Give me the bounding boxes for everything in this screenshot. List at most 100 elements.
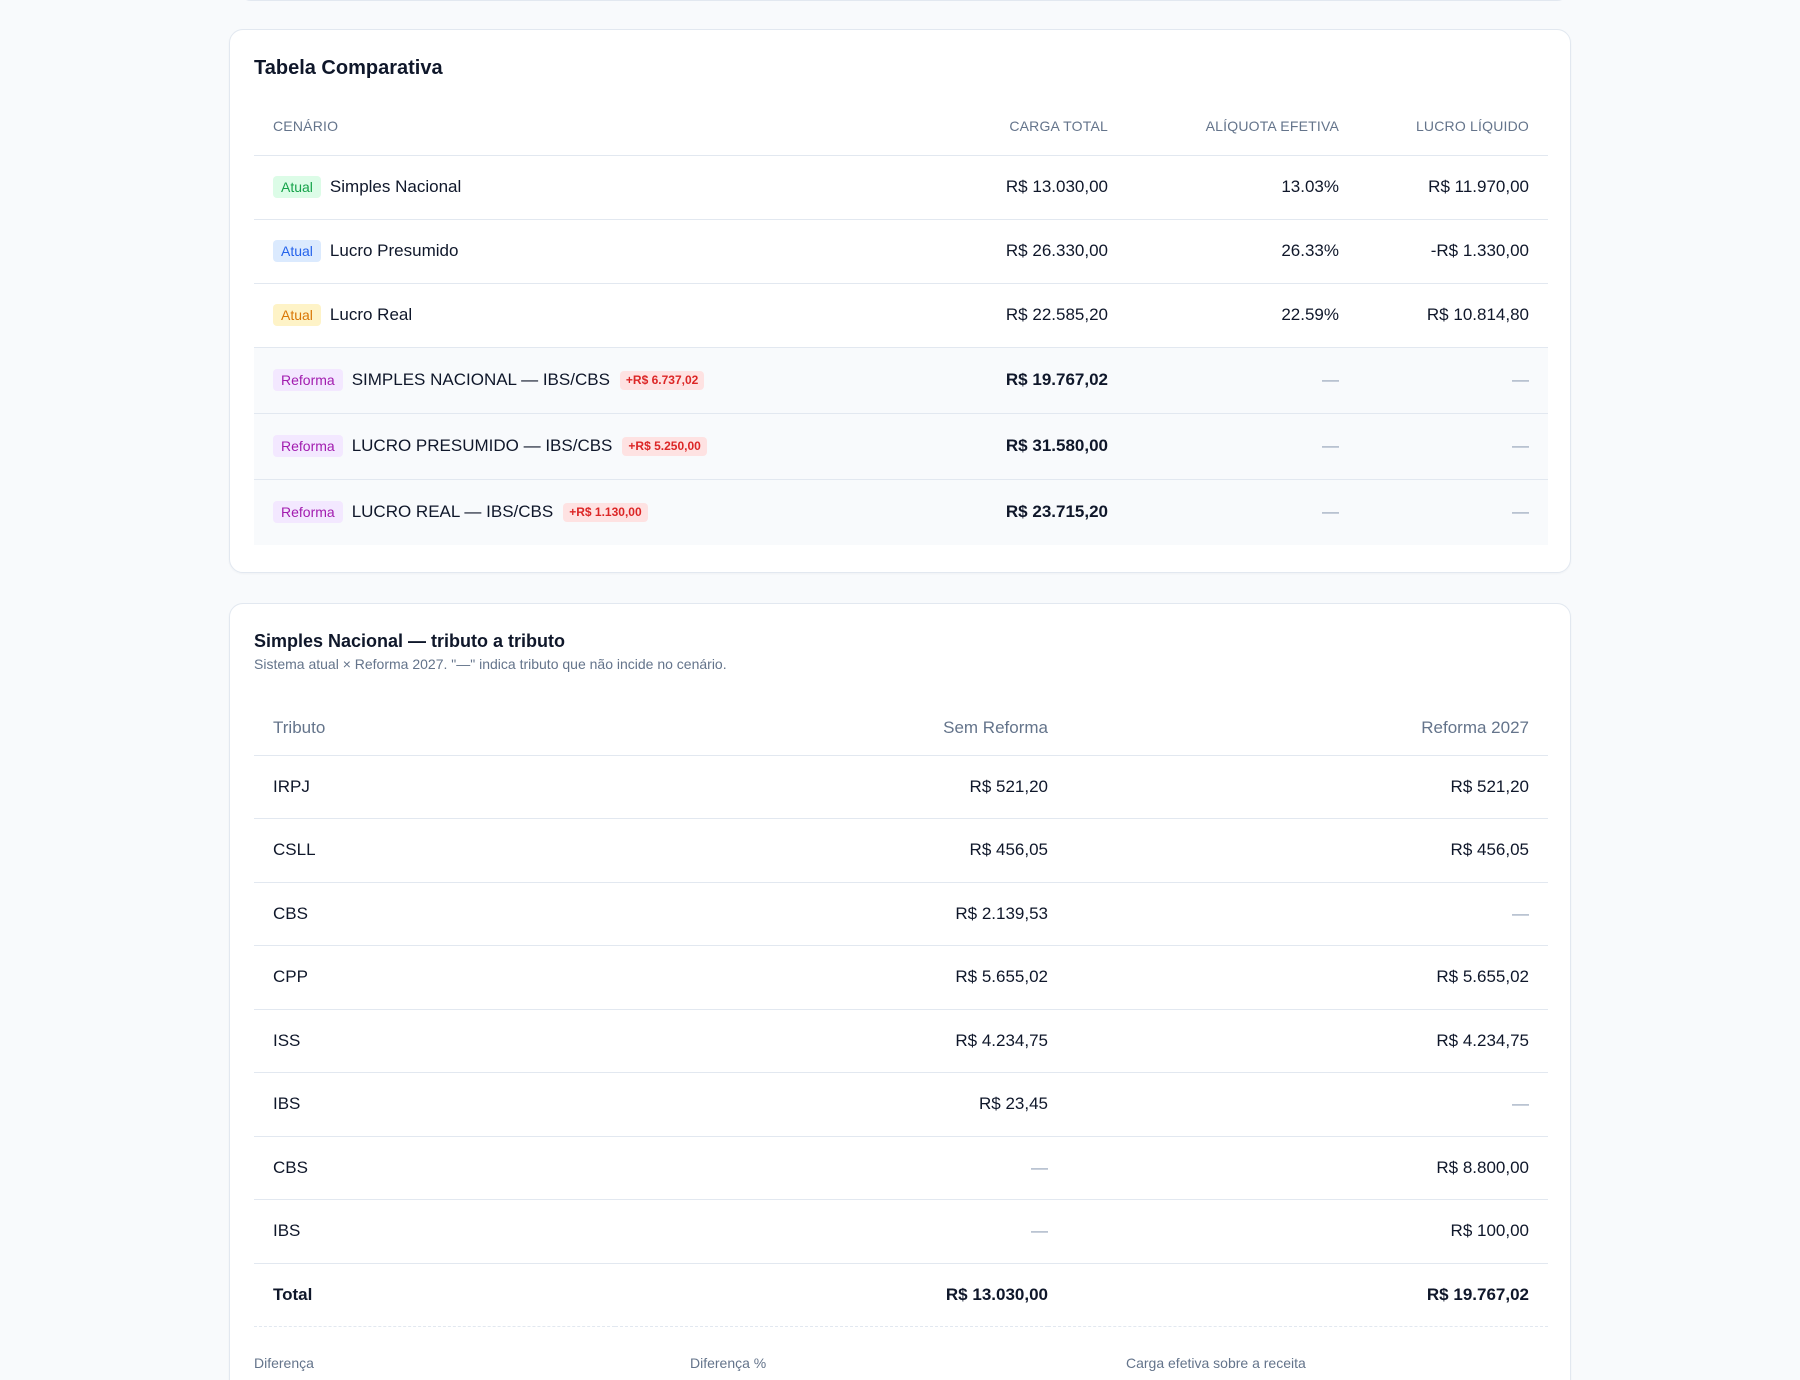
table-row: Reforma Simples Nacional — IBS/CBS +R$ 6.7… (254, 347, 1548, 414)
table-row: CBS — R$ 8.800,00 (254, 1136, 1548, 1200)
scenario-cell: Reforma Lucro Real — IBS/CBS +R$ 1.130,00 (254, 479, 888, 545)
sem-reforma-value: — (615, 1199, 1048, 1264)
status-badge: Reforma (273, 369, 343, 391)
carga-total-value: R$ 31.580,00 (888, 413, 1108, 480)
lucro-value: R$ 11.970,00 (1339, 155, 1548, 220)
total-sem-reforma: R$ 13.030,00 (615, 1263, 1048, 1327)
carga-total-value: R$ 26.330,00 (888, 219, 1108, 284)
table-row: Atual Simples Nacional R$ 13.030,00 13.03… (254, 155, 1548, 220)
table-row: Atual Lucro Real R$ 22.585,20 22.59% R$ 1… (254, 283, 1548, 348)
card-subtitle: Sistema atual × Reforma 2027. "—" indica… (254, 656, 727, 672)
reforma-value: R$ 4.234,75 (1048, 1009, 1548, 1073)
aliquota-value: 22.59% (1108, 283, 1339, 348)
diferenca-percent-label: Diferença % (690, 1355, 767, 1371)
table-row: CPP R$ 5.655,02 R$ 5.655,02 (254, 945, 1548, 1010)
reforma-value: R$ 100,00 (1048, 1199, 1548, 1264)
delta-badge: +R$ 5.250,00 (622, 436, 707, 456)
status-badge: Atual (273, 304, 321, 326)
lucro-value: — (1339, 347, 1548, 414)
carga-efetiva-label: Carga efetiva sobre a receita (1126, 1355, 1306, 1371)
table-row: CBS R$ 2.139,53 — (254, 882, 1548, 946)
lucro-value: — (1339, 479, 1548, 545)
scenario-name: Simples Nacional — IBS/CBS (351, 370, 610, 389)
sem-reforma-value: — (615, 1136, 1048, 1200)
aliquota-value: 13.03% (1108, 155, 1339, 220)
reforma-value: — (1048, 1072, 1548, 1137)
delta-badge: +R$ 6.737,02 (619, 370, 705, 390)
col-header-lucro: LUCRO LÍQUIDO (1339, 97, 1548, 156)
scenario-cell: Atual Lucro Real (254, 283, 888, 348)
sem-reforma-value: R$ 4.234,75 (615, 1009, 1048, 1073)
sem-reforma-value: R$ 2.139,53 (615, 882, 1048, 946)
table-row: Atual Lucro Presumido R$ 26.330,00 26.33%… (254, 219, 1548, 284)
table-row: IRPJ R$ 521,20 R$ 521,20 (254, 755, 1548, 819)
scenario-cell: Reforma Lucro Presumido — IBS/CBS +R$ 5.25… (254, 413, 888, 480)
tributo-name: CBS (254, 882, 615, 946)
previous-card-edge (237, 0, 1571, 1)
table-row: IBS — R$ 100,00 (254, 1199, 1548, 1264)
aliquota-value: — (1108, 479, 1339, 545)
total-row: Total R$ 13.030,00 R$ 19.767,02 (254, 1263, 1548, 1327)
carga-total-value: R$ 13.030,00 (888, 155, 1108, 220)
comparative-table-card: Tabela Comparativa CENÁRIO CARGA TOTAL A… (229, 29, 1571, 573)
reforma-value: R$ 521,20 (1048, 755, 1548, 819)
col-header-cenario: CENÁRIO (254, 97, 888, 156)
sem-reforma-value: R$ 23,45 (615, 1072, 1048, 1137)
table-header-row: CENÁRIO CARGA TOTAL ALÍQUOTA EFETIVA LUC… (254, 97, 1548, 156)
scenario-name: Lucro Presumido — IBS/CBS (351, 436, 613, 455)
total-reforma: R$ 19.767,02 (1048, 1263, 1548, 1327)
table-header-row: Tributo Sem Reforma Reforma 2027 (254, 701, 1548, 756)
tributo-name: ISS (254, 1009, 615, 1073)
scenario-name: Lucro Real (329, 305, 413, 324)
tributo-name: CSLL (254, 818, 615, 883)
lucro-value: — (1339, 413, 1548, 480)
status-badge: Reforma (273, 435, 343, 457)
carga-total-value: R$ 23.715,20 (888, 479, 1108, 545)
card-title: Tabela Comparativa (254, 57, 443, 79)
tributo-name: CBS (254, 1136, 615, 1200)
scenario-cell: Atual Lucro Presumido (254, 219, 888, 284)
aliquota-value: — (1108, 413, 1339, 480)
table-row: ISS R$ 4.234,75 R$ 4.234,75 (254, 1009, 1548, 1073)
lucro-value: R$ 10.814,80 (1339, 283, 1548, 348)
tributo-name: IBS (254, 1199, 615, 1264)
scenario-name: Simples Nacional (329, 177, 462, 196)
col-header-tributo: Tributo (254, 701, 615, 756)
carga-total-value: R$ 19.767,02 (888, 347, 1108, 414)
sem-reforma-value: R$ 521,20 (615, 755, 1048, 819)
lucro-value: -R$ 1.330,00 (1339, 219, 1548, 284)
reforma-value: R$ 456,05 (1048, 818, 1548, 883)
col-header-carga-total: CARGA TOTAL (888, 97, 1108, 156)
aliquota-value: 26.33% (1108, 219, 1339, 284)
comparative-table: CENÁRIO CARGA TOTAL ALÍQUOTA EFETIVA LUC… (254, 97, 1548, 545)
sem-reforma-value: R$ 5.655,02 (615, 945, 1048, 1010)
delta-badge: +R$ 1.130,00 (563, 502, 648, 522)
table-row: Reforma Lucro Presumido — IBS/CBS +R$ 5.25… (254, 413, 1548, 480)
status-badge: Reforma (273, 501, 343, 524)
table-row: IBS R$ 23,45 — (254, 1072, 1548, 1137)
tax-breakdown-card: Simples Nacional — tributo a tributo Sis… (229, 603, 1571, 1380)
status-badge: Atual (273, 240, 321, 262)
diferenca-label: Diferença (254, 1355, 314, 1371)
status-badge: Atual (273, 176, 321, 198)
card-title: Simples Nacional — tributo a tributo (254, 631, 566, 651)
tributo-name: IBS (254, 1072, 615, 1137)
reforma-value: R$ 8.800,00 (1048, 1136, 1548, 1200)
total-label: Total (254, 1263, 615, 1327)
tax-breakdown-table: Tributo Sem Reforma Reforma 2027 IRPJ R$… (254, 701, 1548, 1327)
reforma-value: — (1048, 882, 1548, 946)
scenario-name: Lucro Real — IBS/CBS (351, 502, 554, 522)
tributo-name: CPP (254, 945, 615, 1010)
sem-reforma-value: R$ 456,05 (615, 818, 1048, 883)
col-header-reforma-2027: Reforma 2027 (1048, 701, 1548, 756)
table-row: Reforma Lucro Real — IBS/CBS +R$ 1.130,00 … (254, 479, 1548, 545)
scenario-cell: Reforma Simples Nacional — IBS/CBS +R$ 6.7… (254, 347, 888, 414)
col-header-sem-reforma: Sem Reforma (615, 701, 1048, 756)
reforma-value: R$ 5.655,02 (1048, 945, 1548, 1010)
col-header-aliquota: ALÍQUOTA EFETIVA (1108, 97, 1339, 156)
aliquota-value: — (1108, 347, 1339, 414)
scenario-name: Lucro Presumido (329, 241, 459, 260)
tributo-name: IRPJ (254, 755, 615, 819)
scenario-cell: Atual Simples Nacional (254, 155, 888, 220)
carga-total-value: R$ 22.585,20 (888, 283, 1108, 348)
